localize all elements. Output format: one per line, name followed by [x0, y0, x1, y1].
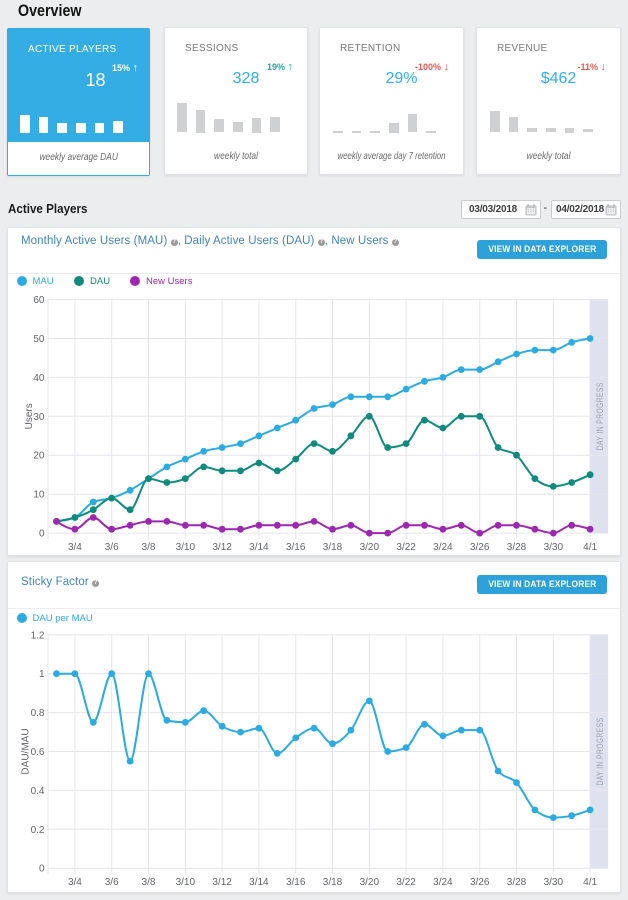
svg-text:3/18: 3/18: [322, 877, 342, 888]
svg-text:3/10: 3/10: [175, 542, 195, 553]
svg-text:40: 40: [33, 372, 45, 383]
svg-text:0: 0: [38, 864, 44, 875]
svg-text:3/28: 3/28: [506, 542, 526, 553]
svg-text:3/24: 3/24: [433, 877, 453, 888]
svg-text:3/18: 3/18: [322, 542, 342, 553]
svg-text:3/26: 3/26: [469, 877, 489, 888]
svg-text:0.4: 0.4: [30, 786, 44, 797]
svg-text:0.8: 0.8: [30, 708, 44, 719]
svg-text:0: 0: [38, 528, 44, 539]
svg-text:3/10: 3/10: [175, 877, 195, 888]
svg-text:DAY IN PROGRESS: DAY IN PROGRESS: [595, 718, 605, 786]
svg-text:0.2: 0.2: [30, 825, 44, 836]
svg-text:3/14: 3/14: [249, 877, 269, 888]
svg-text:50: 50: [33, 334, 45, 345]
svg-text:10: 10: [33, 489, 45, 500]
svg-text:30: 30: [33, 411, 45, 422]
svg-text:3/28: 3/28: [506, 877, 526, 888]
svg-text:4/1: 4/1: [583, 877, 597, 888]
svg-text:Users: Users: [24, 403, 35, 429]
svg-text:DAU/MAU: DAU/MAU: [20, 728, 31, 774]
svg-text:3/16: 3/16: [285, 877, 305, 888]
svg-text:3/8: 3/8: [141, 877, 155, 888]
svg-text:3/4: 3/4: [67, 877, 81, 888]
svg-text:3/4: 3/4: [67, 542, 81, 553]
svg-text:4/1: 4/1: [583, 542, 597, 553]
svg-text:3/20: 3/20: [359, 877, 379, 888]
svg-text:3/26: 3/26: [469, 542, 489, 553]
svg-text:1.2: 1.2: [30, 630, 44, 641]
svg-text:3/12: 3/12: [212, 542, 232, 553]
svg-text:3/6: 3/6: [104, 877, 118, 888]
svg-text:3/22: 3/22: [396, 542, 416, 553]
svg-text:3/6: 3/6: [104, 542, 118, 553]
svg-text:1: 1: [38, 669, 44, 680]
svg-text:3/24: 3/24: [433, 542, 453, 553]
svg-text:3/16: 3/16: [285, 542, 305, 553]
svg-text:20: 20: [33, 450, 45, 461]
svg-text:3/8: 3/8: [141, 542, 155, 553]
svg-text:DAY IN PROGRESS: DAY IN PROGRESS: [595, 382, 605, 450]
svg-text:3/14: 3/14: [249, 542, 269, 553]
svg-text:3/30: 3/30: [543, 542, 563, 553]
svg-text:3/22: 3/22: [396, 877, 416, 888]
svg-text:0.6: 0.6: [30, 747, 44, 758]
svg-text:3/12: 3/12: [212, 877, 232, 888]
svg-text:3/20: 3/20: [359, 542, 379, 553]
svg-text:60: 60: [33, 295, 45, 306]
svg-text:3/30: 3/30: [543, 877, 563, 888]
